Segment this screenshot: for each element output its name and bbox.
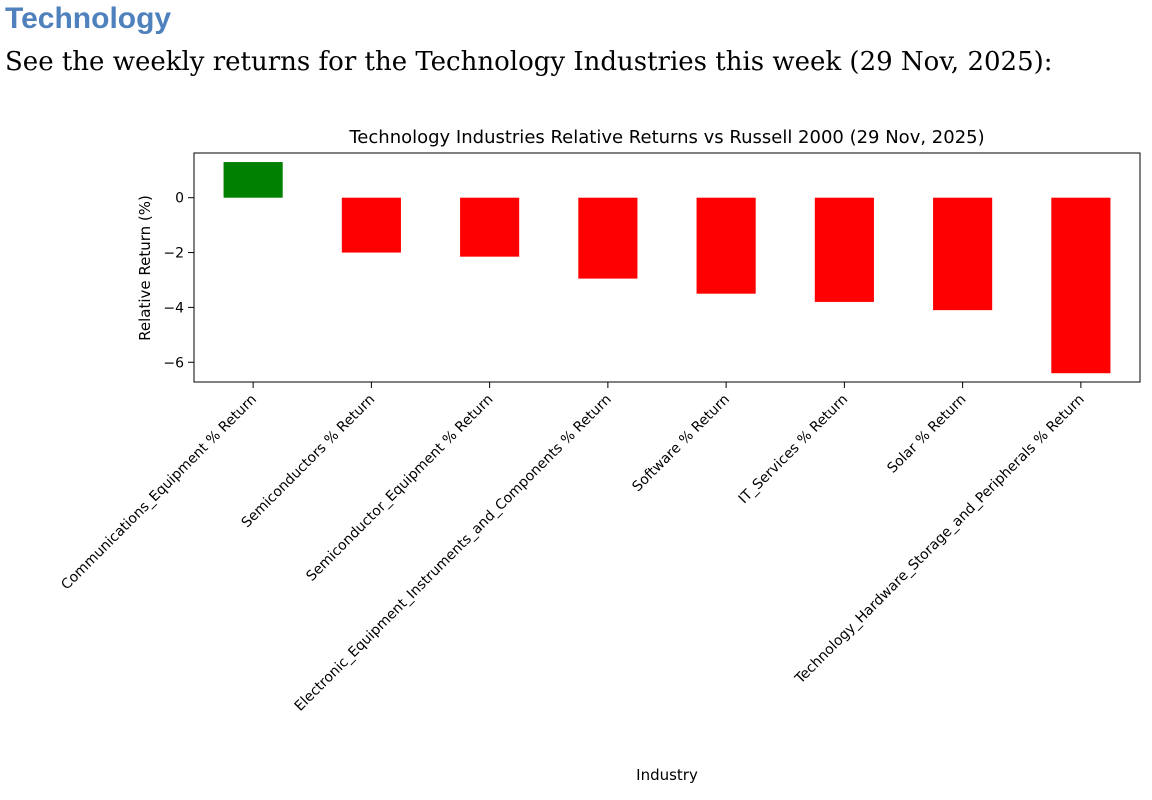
x-tick-label: IT_Services % Return: [736, 392, 852, 508]
x-tick-label: Solar % Return: [884, 392, 969, 477]
y-tick-label: −6: [163, 355, 184, 371]
chart-title: Technology Industries Relative Returns v…: [348, 127, 984, 148]
y-axis: 0 −2 −4 −6: [163, 191, 194, 371]
bar-4: [578, 197, 638, 279]
x-tick-label: Semiconductors % Return: [239, 392, 379, 532]
bar-8: [1051, 197, 1111, 374]
bar-1: [223, 162, 283, 198]
x-axis-title: Industry: [636, 766, 698, 784]
y-axis-title: Relative Return (%): [136, 195, 154, 341]
y-tick-label: −2: [163, 246, 184, 262]
bar-5: [696, 197, 756, 294]
bars-group: [223, 162, 1111, 374]
bar-2: [341, 197, 401, 253]
x-tick-label: Semiconductor_Equipment % Return: [303, 392, 496, 585]
y-tick-label: 0: [175, 191, 184, 207]
bar-3: [460, 197, 520, 257]
page-heading: Technology: [5, 2, 172, 35]
plot-frame: [193, 152, 1141, 383]
bar-6: [814, 197, 874, 302]
x-axis: Communications_Equipment % ReturnSemicon…: [58, 382, 1088, 715]
x-tick-label: Technology_Hardware_Storage_and_Peripher…: [792, 392, 1088, 688]
intro-text: See the weekly returns for the Technolog…: [5, 47, 1053, 77]
x-tick-label: Software % Return: [629, 392, 733, 496]
x-tick-label: Communications_Equipment % Return: [58, 392, 260, 594]
bar-7: [933, 197, 993, 311]
y-tick-label: −4: [163, 300, 184, 316]
